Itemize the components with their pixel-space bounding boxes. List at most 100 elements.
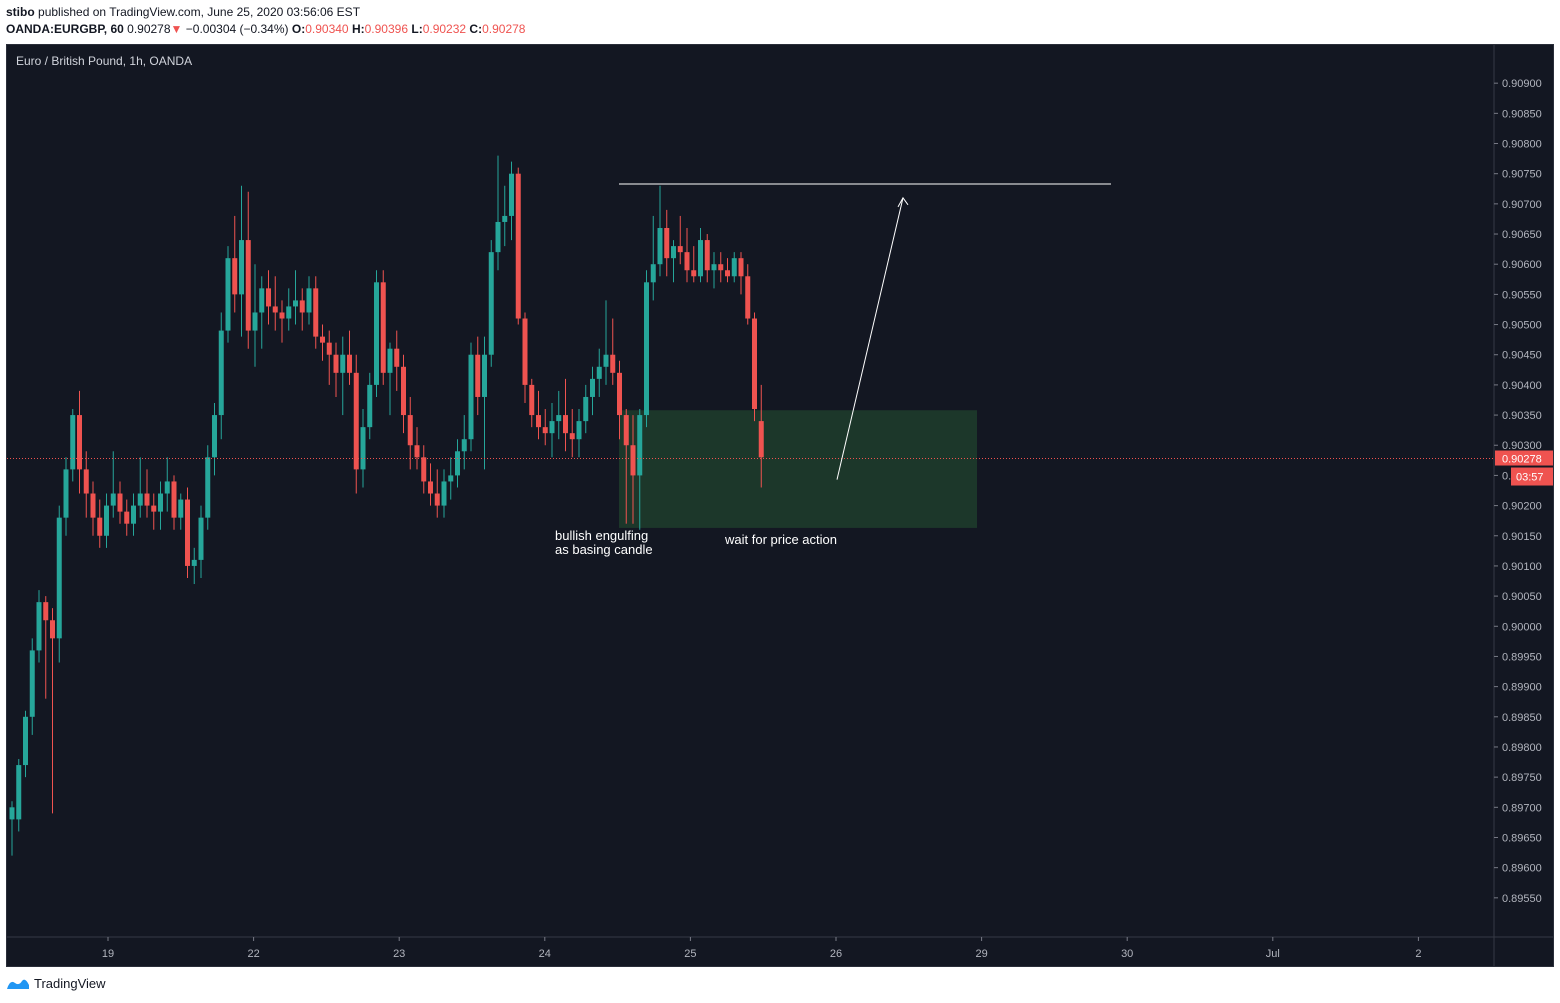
candle-body [320,336,325,343]
price-tick-label: 0.90300 [1502,440,1542,452]
candle-body [522,318,528,385]
price-tick-label: 0.89650 [1502,832,1542,844]
price-tick-label: 0.89900 [1502,682,1542,694]
demand-zone [619,410,977,528]
price-tick-label: 0.89750 [1502,772,1542,784]
low-label: L: [411,22,423,36]
candle-body [725,270,730,277]
open-value: 0.90340 [305,22,349,36]
close-value: 0.90278 [482,22,526,36]
author-name[interactable]: stibo [6,5,35,19]
candle-body [185,499,190,566]
candle-body [623,415,629,446]
candle-body [542,427,548,434]
price-chart[interactable]: 0.90900 0.90850 0.90800 0.90750 0.90700 0.906… [7,45,1553,966]
candle-body [110,493,116,506]
candle-body [380,282,386,373]
candle-body [43,602,49,621]
time-tick-label: 23 [393,948,405,960]
candle-body [56,517,62,639]
price-tick-label: 0.90000 [1502,621,1542,633]
candle-body [448,475,454,482]
candle-body [374,282,379,385]
candle-body [482,354,487,397]
candle-body [603,354,609,367]
candle-body [232,258,238,295]
price-tick-label: 0.90500 [1502,320,1542,332]
candle-body [745,276,751,319]
candle-body [468,354,474,440]
candle-body [461,439,467,452]
price-tick-label: 0.90150 [1502,531,1542,543]
change-value: −0.00304 (−0.34%) [185,22,289,36]
candle-body [367,384,373,428]
time-tick-label: 25 [684,948,696,960]
high-value: 0.90396 [364,22,409,36]
candle-body [151,505,157,512]
price-tick-label: 0.90350 [1502,410,1542,422]
price-tick-label: 0.90800 [1502,139,1542,151]
time-tick-label: 24 [539,948,551,960]
open-label: O: [291,22,306,36]
candle-body [434,493,440,506]
candle-body [104,505,109,536]
candle-body [421,457,427,482]
time-tick-label: 26 [830,948,842,960]
candle-body [164,481,170,494]
candle-body [117,493,123,512]
candle-body [671,246,676,259]
chart-panel[interactable]: 0.90900 0.90850 0.90800 0.90750 0.90700 0.906… [6,44,1554,967]
candle-body [198,517,204,560]
candle-body [569,433,575,440]
low-value: 0.90232 [422,22,467,36]
candle-body [502,215,508,222]
candle-body [698,240,703,277]
candle-body [9,807,15,820]
candle-body [70,415,76,470]
price-tick-label: 0.90850 [1502,108,1542,120]
candle-body [617,372,622,416]
time-tick-label: 19 [102,948,114,960]
candle-body [272,306,278,313]
price-tick-label: 0.90400 [1502,380,1542,392]
candle-body [299,300,305,313]
candle-body [77,415,82,470]
time-tick-label: 2 [1415,948,1421,960]
price-tick-label: 0.89800 [1502,742,1542,754]
candle-body [515,173,521,319]
annotation-basing-line2: as basing candle [555,542,653,557]
candle-body [178,499,184,518]
price-tick-label: 0.89850 [1502,712,1542,724]
candle-body [83,469,89,494]
price-tick-label: 0.90050 [1502,591,1542,603]
candle-body [90,493,96,518]
candle-body [266,288,271,307]
symbol-label: OANDA:EURGBP, 60 [6,22,124,36]
brand-name[interactable]: TradingView [34,976,106,991]
candle-body [225,258,231,331]
high-label: H: [351,22,365,36]
candle-body [293,300,298,307]
candle-body [583,396,589,422]
candle-body [259,288,265,313]
candle-body [738,258,744,277]
candle-body [333,354,339,373]
price-tick-label: 0.90750 [1502,169,1542,181]
candle-body [23,716,28,766]
candle-body [664,228,670,259]
candle-body [495,221,501,253]
candle-body [414,445,420,458]
price-tick-label: 0.90600 [1502,259,1542,271]
candle-body [509,173,514,216]
candle-body [549,421,555,434]
candle-body [556,415,562,422]
candle-body [286,306,292,319]
candle-body [752,318,757,410]
candle-body [205,457,211,518]
candle-body [144,493,150,506]
candle-body [16,765,22,820]
close-label: C: [469,22,483,36]
price-tick-label: 0.90550 [1502,289,1542,301]
price-tick-label: 0.90650 [1502,229,1542,241]
tradingview-logo-icon [7,979,29,989]
